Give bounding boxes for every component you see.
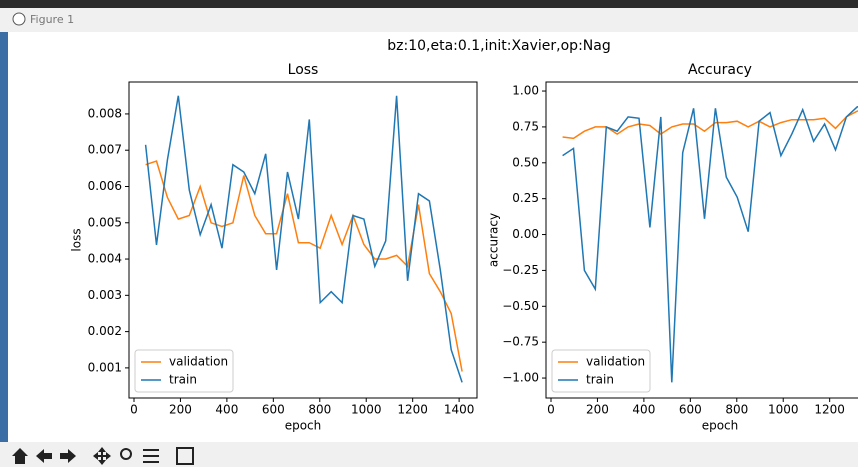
pan-button[interactable]	[93, 447, 111, 465]
legend-label: train	[586, 373, 614, 387]
y-tick-label: 0.008	[88, 106, 122, 120]
x-tick-label: 400	[632, 403, 655, 417]
y-tick-label: 0.00	[512, 227, 539, 241]
x-tick-label: 200	[586, 403, 609, 417]
legend-label: validation	[169, 355, 228, 369]
configure-button[interactable]	[143, 449, 159, 451]
y-tick-label: 0.006	[88, 179, 122, 193]
y-tick-label: −0.25	[502, 263, 539, 277]
x-tick-label: 1000	[351, 403, 382, 417]
back-button[interactable]	[36, 449, 52, 463]
x-tick-label: 800	[725, 403, 748, 417]
y-tick-label: −0.75	[502, 335, 539, 349]
desktop-strip	[0, 32, 8, 442]
figure-title: bz:10,eta:0.1,init:Xavier,op:Nag	[387, 38, 610, 54]
toolbar-icons	[12, 447, 194, 465]
x-tick-label: 1200	[814, 403, 845, 417]
y-tick-label: 0.007	[88, 143, 122, 157]
legend-box	[551, 349, 651, 393]
plot-area	[128, 81, 478, 399]
y-tick-label: 0.25	[512, 191, 539, 205]
toolbar	[0, 442, 858, 467]
y-axis-label: accuracy	[487, 213, 501, 267]
y-axis-label: loss	[70, 228, 84, 251]
x-tick-label: 0	[547, 403, 555, 417]
legend-label: train	[169, 373, 197, 387]
y-tick-label: 0.75	[512, 119, 539, 133]
x-tick-label: 0	[130, 403, 138, 417]
x-tick-label: 600	[679, 403, 702, 417]
zoom-button[interactable]	[120, 448, 132, 460]
y-tick-label: 0.004	[88, 252, 122, 266]
x-tick-label: 200	[169, 403, 192, 417]
save-button[interactable]	[176, 447, 194, 465]
y-tick-label: −1.00	[502, 371, 539, 385]
x-tick-label: 1200	[397, 403, 428, 417]
title-bar	[0, 8, 858, 32]
x-tick-label: 600	[262, 403, 285, 417]
series-line	[562, 110, 858, 140]
series-line	[144, 95, 463, 383]
taskbar	[0, 0, 858, 8]
x-tick-label: 1400	[444, 403, 475, 417]
x-axis-label: epoch	[285, 419, 322, 433]
y-tick-label: 0.003	[88, 288, 122, 302]
chart-title: Accuracy	[688, 62, 752, 78]
y-tick-label: 0.001	[88, 360, 122, 374]
x-tick-label: 1000	[768, 403, 799, 417]
home-button[interactable]	[12, 448, 28, 464]
y-tick-label: −0.50	[502, 299, 539, 313]
chart-title: Loss	[288, 62, 319, 78]
y-tick-label: 0.50	[512, 155, 539, 169]
forward-button[interactable]	[60, 449, 76, 463]
configure-button-bar	[143, 455, 159, 457]
configure-button-bar	[143, 461, 159, 463]
y-tick-label: 0.002	[88, 324, 122, 338]
series-line	[145, 160, 463, 372]
legend-label: validation	[586, 355, 645, 369]
app-icon	[12, 12, 26, 26]
x-tick-label: 800	[308, 403, 331, 417]
y-tick-label: 1.00	[512, 84, 539, 98]
series-line	[562, 106, 858, 383]
x-axis-label: epoch	[702, 419, 739, 433]
x-tick-label: 400	[215, 403, 238, 417]
y-tick-label: 0.005	[88, 215, 122, 229]
window-title: Figure 1	[30, 13, 74, 26]
legend-box	[134, 349, 234, 393]
